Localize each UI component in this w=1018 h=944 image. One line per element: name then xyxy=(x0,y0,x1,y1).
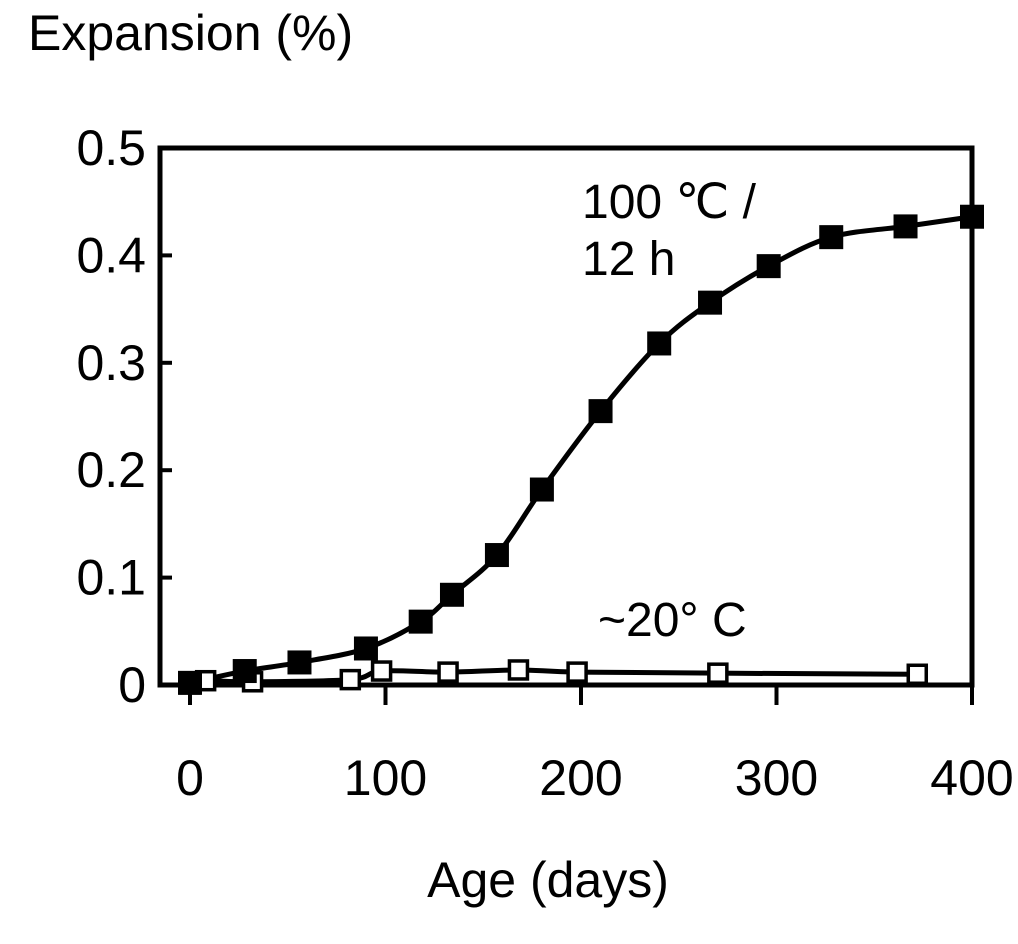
x-tick-label: 0 xyxy=(176,750,204,806)
series-line xyxy=(187,214,975,686)
annotation-cold: ~20° C xyxy=(598,594,747,647)
data-point-filled-square xyxy=(698,290,723,315)
x-tick-label: 300 xyxy=(735,750,818,806)
data-point-open-square xyxy=(370,660,393,682)
annotation-hot-line2: 12 h xyxy=(582,233,675,286)
data-point-open-square xyxy=(566,661,588,683)
x-axis-title: Age (days) xyxy=(427,852,669,908)
data-point-filled-square xyxy=(647,331,672,356)
data-point-filled-square xyxy=(756,254,781,279)
data-point-filled-square xyxy=(408,609,433,634)
x-axis: 0 100 200 300 400 xyxy=(176,685,1014,806)
data-point-open-square xyxy=(906,663,929,686)
data-point-filled-square xyxy=(232,659,257,684)
y-tick-label: 0.4 xyxy=(76,227,146,283)
data-point-open-square xyxy=(437,661,459,683)
y-tick-label: 0.1 xyxy=(76,550,146,606)
data-point-filled-square xyxy=(178,670,202,695)
data-point-filled-square xyxy=(960,204,984,229)
data-point-filled-square xyxy=(353,636,378,661)
data-point-filled-square xyxy=(588,399,613,424)
data-point-open-square xyxy=(339,668,362,691)
x-tick-label: 200 xyxy=(539,750,622,806)
x-tick-label: 100 xyxy=(344,750,427,806)
plot-frame xyxy=(157,145,975,688)
data-point-filled-square xyxy=(484,543,509,568)
y-tick-label: 0.2 xyxy=(76,442,146,498)
y-tick-label: 0.5 xyxy=(76,120,146,176)
data-point-filled-square xyxy=(893,214,918,239)
data-point-filled-square xyxy=(529,477,554,502)
data-point-open-square xyxy=(507,659,530,681)
data-point-filled-square xyxy=(287,650,312,675)
data-point-filled-square xyxy=(439,582,464,607)
annotation-hot-line1: 100 ℃ / xyxy=(582,176,757,229)
x-tick-label: 400 xyxy=(930,750,1013,806)
data-point-filled-square xyxy=(819,225,844,250)
series-layer xyxy=(178,204,984,695)
y-tick-label: 0.3 xyxy=(76,335,146,391)
y-axis-title: Expansion (%) xyxy=(28,5,353,61)
data-point-open-square xyxy=(707,662,729,684)
y-tick-label: 0 xyxy=(118,657,146,713)
y-axis: 0 0.1 0.2 0.3 0.4 0.5 xyxy=(76,120,172,713)
